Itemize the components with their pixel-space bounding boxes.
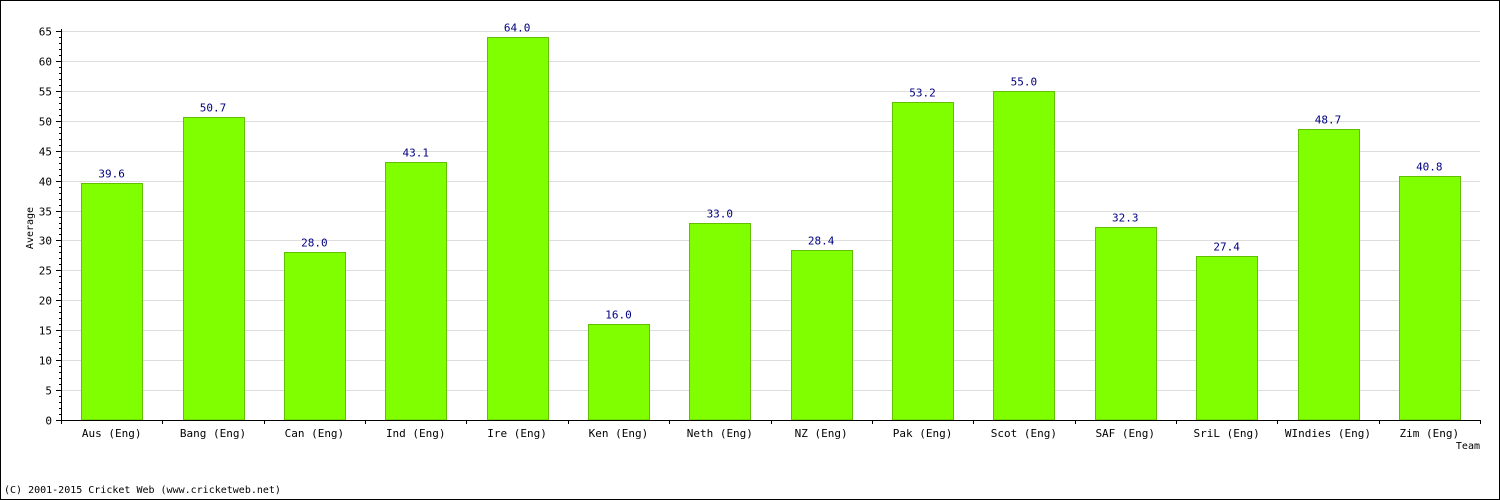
- bar: [1095, 227, 1157, 421]
- y-tick-label: 45: [39, 146, 52, 159]
- x-tick-label: Pak (Eng): [893, 427, 953, 440]
- x-tick-label: Aus (Eng): [82, 427, 142, 440]
- bar: [487, 37, 549, 421]
- data-label: 32.3: [1112, 212, 1139, 225]
- x-tick-label: Ken (Eng): [589, 427, 649, 440]
- data-label: 39.6: [98, 168, 125, 181]
- data-label: 28.0: [301, 237, 328, 250]
- y-tick-label: 30: [39, 235, 52, 248]
- copyright-footer: (C) 2001-2015 Cricket Web (www.cricketwe…: [4, 485, 281, 496]
- x-tick-label: SriL (Eng): [1193, 427, 1259, 440]
- x-tick-label: Zim (Eng): [1400, 427, 1460, 440]
- x-tick-label: Scot (Eng): [991, 427, 1057, 440]
- y-tick-label: 25: [39, 265, 52, 278]
- data-label: 27.4: [1213, 241, 1240, 254]
- data-label: 16.0: [605, 309, 632, 322]
- bars: 39.6 50.7 28.0 43.1 64.0 16.0 33.0 28.4 53.2 55.0…: [81, 22, 1461, 421]
- y-tick-label: 10: [39, 355, 52, 368]
- x-tick-label: SAF (Eng): [1095, 427, 1155, 440]
- data-label: 28.4: [808, 235, 835, 248]
- y-tick-label: 5: [45, 385, 52, 398]
- data-label: 40.8: [1416, 161, 1443, 174]
- bar: [284, 252, 346, 421]
- bar: [993, 91, 1055, 421]
- axes: 0 5 10 15 20 25 30 35 40 45 50 55 60 65 Aus (Eng) Bang …: [39, 26, 1481, 440]
- data-label: 33.0: [707, 208, 734, 221]
- bar: [1399, 176, 1461, 421]
- data-label: 64.0: [504, 22, 531, 35]
- data-label: 53.2: [909, 87, 936, 100]
- bar: [791, 250, 853, 421]
- y-tick-label: 60: [39, 56, 52, 69]
- grid-lines: [61, 31, 1480, 391]
- data-label: 48.7: [1315, 114, 1342, 127]
- bar: [588, 324, 650, 421]
- x-tick-label: WIndies (Eng): [1285, 427, 1371, 440]
- data-label: 43.1: [403, 147, 430, 160]
- bar: [81, 183, 143, 421]
- data-label: 55.0: [1011, 76, 1038, 89]
- x-axis-title: Team: [1456, 441, 1480, 452]
- y-tick-label: 35: [39, 206, 52, 219]
- bar: [689, 223, 751, 421]
- bar: [1298, 129, 1360, 421]
- bar: [1196, 256, 1258, 421]
- y-tick-label: 0: [45, 415, 52, 428]
- y-tick-label: 20: [39, 295, 52, 308]
- y-tick-label: 15: [39, 325, 52, 338]
- x-tick-label: Bang (Eng): [180, 427, 246, 440]
- x-tick-label: NZ (Eng): [795, 427, 848, 440]
- y-axis-title: Average: [25, 207, 36, 249]
- y-tick-label: 50: [39, 116, 52, 129]
- data-label: 50.7: [200, 102, 227, 115]
- bar: [183, 117, 245, 421]
- x-tick-label: Ire (Eng): [487, 427, 547, 440]
- y-tick-label: 65: [39, 26, 52, 39]
- bar: [892, 102, 954, 421]
- bar: [385, 162, 447, 421]
- x-tick-label: Neth (Eng): [687, 427, 753, 440]
- y-tick-label: 55: [39, 86, 52, 99]
- x-tick-label: Can (Eng): [285, 427, 345, 440]
- y-tick-label: 40: [39, 176, 52, 189]
- x-tick-label: Ind (Eng): [386, 427, 446, 440]
